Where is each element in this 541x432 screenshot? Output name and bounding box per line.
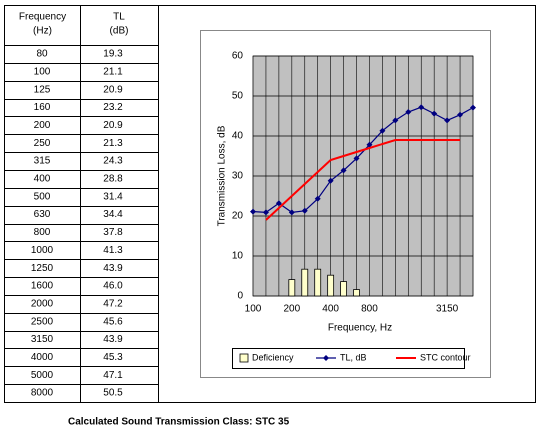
outer-border: [4, 5, 536, 403]
header-cell: (Hz): [33, 26, 52, 37]
x-tick-label: 100: [245, 304, 262, 315]
table-cell: 31.4: [103, 191, 123, 202]
table-cell: 50.5: [103, 388, 123, 399]
table-cell: 37.8: [103, 227, 123, 238]
marker: [470, 104, 476, 111]
table-cell: 250: [34, 138, 51, 149]
y-tick-label: 60: [232, 51, 244, 62]
header-cell: Frequency: [19, 12, 66, 23]
bar: [314, 268, 322, 297]
marker: [418, 104, 425, 111]
legend-label: STC contour: [420, 352, 471, 362]
table-cell: 43.9: [103, 334, 123, 345]
marker: [353, 155, 360, 162]
table-cell: 45.6: [103, 316, 123, 327]
table-cell: 400: [34, 174, 51, 185]
y-tick-label: 10: [232, 251, 244, 262]
y-axis-title: Transmission Loss, dB: [217, 125, 228, 226]
marker: [431, 110, 438, 117]
table-cell: 630: [34, 209, 51, 220]
table-cell: 3150: [31, 334, 54, 345]
table-cell: 23.2: [103, 102, 123, 113]
table-cell: 28.8: [103, 174, 123, 185]
table-cell: 47.1: [103, 370, 123, 381]
table-cell: 20.9: [103, 84, 123, 95]
legend-swatch: [239, 353, 249, 363]
marker: [340, 167, 347, 174]
x-tick-label: 3150: [436, 304, 459, 315]
marker: [314, 195, 321, 202]
legend-label: TL, dB: [340, 352, 367, 362]
table-cell: 46.0: [103, 281, 123, 292]
table-cell: 1000: [31, 245, 54, 256]
table-cell: 160: [34, 102, 51, 113]
table-cell: 200: [34, 120, 51, 131]
y-tick-label: 20: [232, 211, 244, 222]
series-line: [252, 106, 474, 214]
header-cell: (dB): [110, 26, 129, 37]
y-tick-label: 40: [232, 131, 244, 142]
table-cell: 24.3: [103, 156, 123, 167]
marker: [288, 209, 295, 216]
marker: [444, 117, 451, 124]
bar: [340, 281, 347, 297]
table-cell: 21.1: [103, 66, 123, 77]
marker: [262, 209, 269, 216]
table-cell: 45.3: [103, 352, 123, 363]
x-tick-label: 800: [361, 304, 378, 315]
table-cell: 21.3: [103, 138, 123, 149]
x-tick-label: 400: [322, 304, 339, 315]
table-cell: 19.3: [103, 49, 123, 60]
y-tick-label: 0: [237, 291, 243, 302]
table-cell: 8000: [31, 388, 54, 399]
table-cell: 43.9: [103, 263, 123, 274]
table-cell: 34.4: [103, 209, 123, 220]
y-tick-label: 50: [232, 91, 244, 102]
marker: [379, 127, 386, 134]
table-cell: 5000: [31, 370, 54, 381]
table-cell: 20.9: [103, 120, 123, 131]
marker: [250, 208, 256, 215]
x-axis-title: Frequency, Hz: [328, 323, 392, 334]
bar: [288, 279, 296, 297]
bar: [327, 274, 335, 297]
bar: [353, 289, 360, 297]
table-cell: 2000: [31, 298, 54, 309]
marker: [457, 111, 464, 118]
marker: [327, 177, 334, 184]
table-cell: 100: [34, 66, 51, 77]
x-tick-label: 200: [283, 304, 300, 315]
marker: [301, 207, 308, 214]
table-cell: 800: [34, 227, 51, 238]
footer: Calculated Sound Transmission Class: STC…: [68, 417, 290, 428]
y-tick-label: 30: [232, 171, 244, 182]
legend-label: Deficiency: [252, 352, 294, 362]
marker: [392, 117, 399, 124]
table-cell: 315: [34, 156, 51, 167]
table-cell: 500: [34, 191, 51, 202]
table-cell: 41.3: [103, 245, 123, 256]
header-cell: TL: [113, 12, 125, 23]
table-cell: 80: [36, 49, 48, 60]
series-line: [265, 139, 461, 221]
table-cell: 1600: [31, 281, 54, 292]
marker: [275, 200, 282, 207]
marker: [405, 109, 412, 115]
bar: [301, 268, 309, 297]
legend-marker: [323, 355, 329, 361]
table-cell: 47.2: [103, 298, 123, 309]
table-cell: 4000: [31, 352, 54, 363]
marker: [366, 141, 373, 148]
legend-box: [232, 348, 465, 369]
table-cell: 2500: [31, 316, 54, 327]
table-cell: 125: [34, 84, 51, 95]
table-cell: 1250: [31, 263, 54, 274]
